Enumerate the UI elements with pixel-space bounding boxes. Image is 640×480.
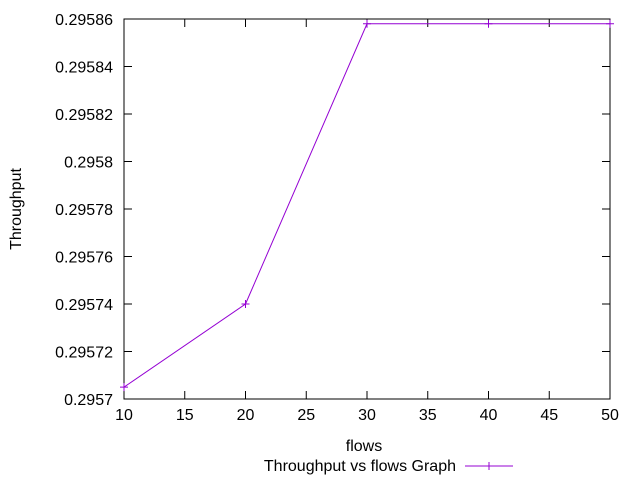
x-tick-label: 35 — [419, 407, 437, 424]
x-tick-label: 10 — [115, 407, 133, 424]
plot-frame — [123, 18, 611, 400]
x-axis-ticks: 10 15 20 25 30 35 40 45 50 — [115, 19, 619, 424]
y-tick-label: 0.29586 — [55, 12, 113, 29]
data-point — [484, 19, 493, 28]
legend-label: Throughput vs flows Graph — [264, 458, 456, 475]
data-point — [120, 383, 128, 392]
y-tick-label: 0.2957 — [64, 392, 113, 409]
legend-marker — [485, 462, 493, 470]
x-tick-label: 40 — [480, 407, 498, 424]
series-line — [123, 23, 610, 388]
x-tick-label: 25 — [297, 407, 315, 424]
x-tick-label: 50 — [601, 407, 619, 424]
y-axis-ticks: 0.2957 0.29572 0.29574 0.29576 0.29578 0.2958… — [55, 12, 610, 409]
data-point — [606, 19, 614, 28]
y-tick-label: 0.29572 — [55, 345, 113, 362]
x-tick-label: 15 — [176, 407, 194, 424]
x-axis-label: flows — [346, 438, 382, 455]
data-point — [241, 300, 250, 308]
y-axis-label: Throughput — [8, 168, 25, 250]
x-tick-label: 30 — [358, 407, 376, 424]
series-layer — [120, 19, 614, 392]
y-tick-label: 0.2958 — [64, 155, 113, 172]
x-tick-label: 20 — [237, 407, 255, 424]
y-tick-label: 0.29574 — [55, 297, 113, 314]
data-point — [363, 19, 371, 28]
legend: Throughput vs flows Graph — [264, 458, 513, 475]
x-tick-label: 45 — [540, 407, 558, 424]
y-tick-label: 0.29578 — [55, 202, 113, 219]
y-tick-label: 0.29584 — [55, 60, 113, 77]
y-tick-label: 0.29576 — [55, 250, 113, 267]
y-tick-label: 0.29582 — [55, 107, 113, 124]
